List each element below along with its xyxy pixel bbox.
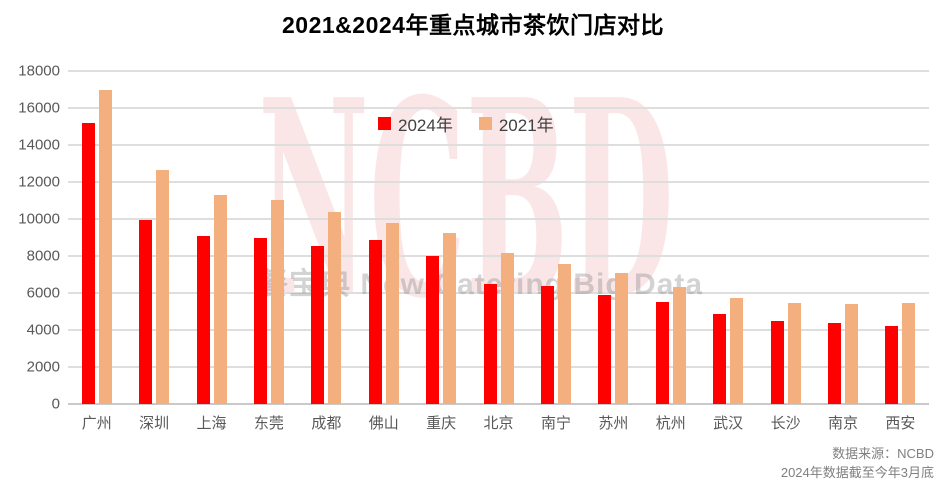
x-axis: 广州 深圳 上海 东莞 成都 佛山 重庆 北京 南宁 苏州 杭州 武汉 长沙 南京 西安 — [68, 412, 929, 433]
bar-2024 — [196, 236, 210, 404]
bar-2024 — [81, 123, 95, 404]
bar-group — [872, 71, 929, 404]
bar-group — [240, 71, 297, 404]
bar-group — [412, 71, 469, 404]
x-axis-label: 深圳 — [139, 415, 170, 432]
bar-2021 — [615, 273, 629, 404]
y-axis-label: 8000 — [26, 247, 60, 265]
legend-swatch — [478, 117, 492, 130]
data-cutoff-line: 2024年数据截至今年3月底 — [780, 465, 934, 480]
legend-swatch — [378, 117, 391, 130]
bar-2024 — [598, 295, 612, 404]
y-axis-label: 4000 — [26, 321, 60, 339]
y-axis-label: 6000 — [26, 284, 60, 302]
bar-2021 — [557, 264, 571, 404]
bar-2021 — [443, 233, 457, 404]
x-axis-label: 北京 — [483, 415, 514, 432]
bar-2024 — [483, 284, 497, 404]
gridline — [68, 70, 929, 72]
bar-2021 — [730, 298, 744, 404]
data-source-line: 数据来源：NCBD — [832, 446, 934, 461]
bar-2024 — [885, 326, 899, 404]
gridline — [68, 403, 929, 405]
bar-group — [757, 71, 814, 404]
x-axis-label: 武汉 — [713, 415, 744, 432]
y-axis-label: 16000 — [18, 99, 60, 117]
x-axis-label: 西安 — [885, 415, 916, 432]
x-axis-label: 南京 — [827, 415, 858, 432]
y-axis-label: 2000 — [26, 358, 60, 376]
data-source-note: 数据来源：NCBD 2024年数据截至今年3月底 — [781, 444, 934, 482]
bar-2021 — [787, 303, 801, 404]
x-axis-label: 苏州 — [598, 415, 629, 432]
bar-2024 — [655, 302, 669, 404]
bar-2024 — [368, 240, 382, 404]
x-axis-label: 佛山 — [368, 415, 399, 432]
gridline — [68, 181, 929, 183]
bar-2024 — [540, 286, 554, 404]
watermark-ncbd: NCBD — [258, 40, 674, 358]
bar-group — [699, 71, 756, 404]
bar-2024 — [827, 323, 841, 404]
legend-label: 2024年 — [398, 116, 453, 135]
y-axis-label: 12000 — [18, 173, 60, 191]
bar-2021 — [672, 287, 686, 404]
bar-2024 — [311, 246, 325, 404]
bar-2021 — [156, 170, 170, 404]
gridline — [68, 255, 929, 257]
gridline — [68, 292, 929, 294]
bar-2021 — [500, 253, 514, 404]
x-axis-label: 成都 — [311, 415, 342, 432]
bar-2021 — [385, 223, 399, 404]
legend-label: 2021年 — [498, 116, 554, 135]
chart-legend: 2024年 2021年 — [378, 111, 554, 136]
bar-group — [527, 71, 584, 404]
y-axis-label: 18000 — [18, 62, 60, 80]
plot-area: NCBD 0 2000 4000 6000 8000 10000 12000 14000 160… — [18, 63, 929, 413]
gridline — [68, 329, 929, 331]
gridline — [68, 144, 929, 146]
bar-2021 — [902, 303, 916, 404]
bar-group — [125, 71, 182, 404]
bar-group — [814, 71, 871, 404]
legend-item-2024: 2024年 — [378, 111, 453, 136]
bar-2024 — [713, 314, 727, 404]
chart-title: 2021&2024年重点城市茶饮门店对比 — [282, 12, 664, 38]
gridline — [68, 366, 929, 368]
bar-group — [470, 71, 527, 404]
bar-group — [642, 71, 699, 404]
bar-2021 — [844, 304, 858, 404]
bar-2021 — [270, 200, 284, 404]
bars-layer — [68, 71, 929, 404]
bar-group — [355, 71, 412, 404]
x-axis-label: 长沙 — [770, 415, 801, 432]
bar-group — [68, 71, 125, 404]
bar-2024 — [253, 238, 267, 404]
x-axis-label: 重庆 — [426, 415, 457, 432]
bar-2024 — [139, 220, 153, 404]
y-axis-label: 14000 — [18, 136, 60, 154]
bar-2024 — [770, 321, 784, 404]
bar-2024 — [426, 256, 440, 404]
x-axis-label: 南宁 — [540, 415, 571, 432]
bar-2021 — [98, 90, 112, 404]
gridline — [68, 218, 929, 220]
bar-group — [183, 71, 240, 404]
x-axis-label: 杭州 — [655, 415, 686, 432]
bar-2021 — [328, 212, 342, 404]
bar-group — [585, 71, 642, 404]
legend-item-2021: 2021年 — [478, 111, 554, 136]
y-axis-label: 10000 — [18, 210, 60, 228]
bar-2021 — [213, 195, 227, 404]
gridline — [68, 107, 929, 109]
bar-group — [298, 71, 355, 404]
x-axis-label: 东莞 — [253, 415, 284, 432]
x-axis-label: 上海 — [196, 415, 227, 432]
y-axis-label: 0 — [51, 395, 60, 413]
x-axis-label: 广州 — [81, 415, 112, 432]
